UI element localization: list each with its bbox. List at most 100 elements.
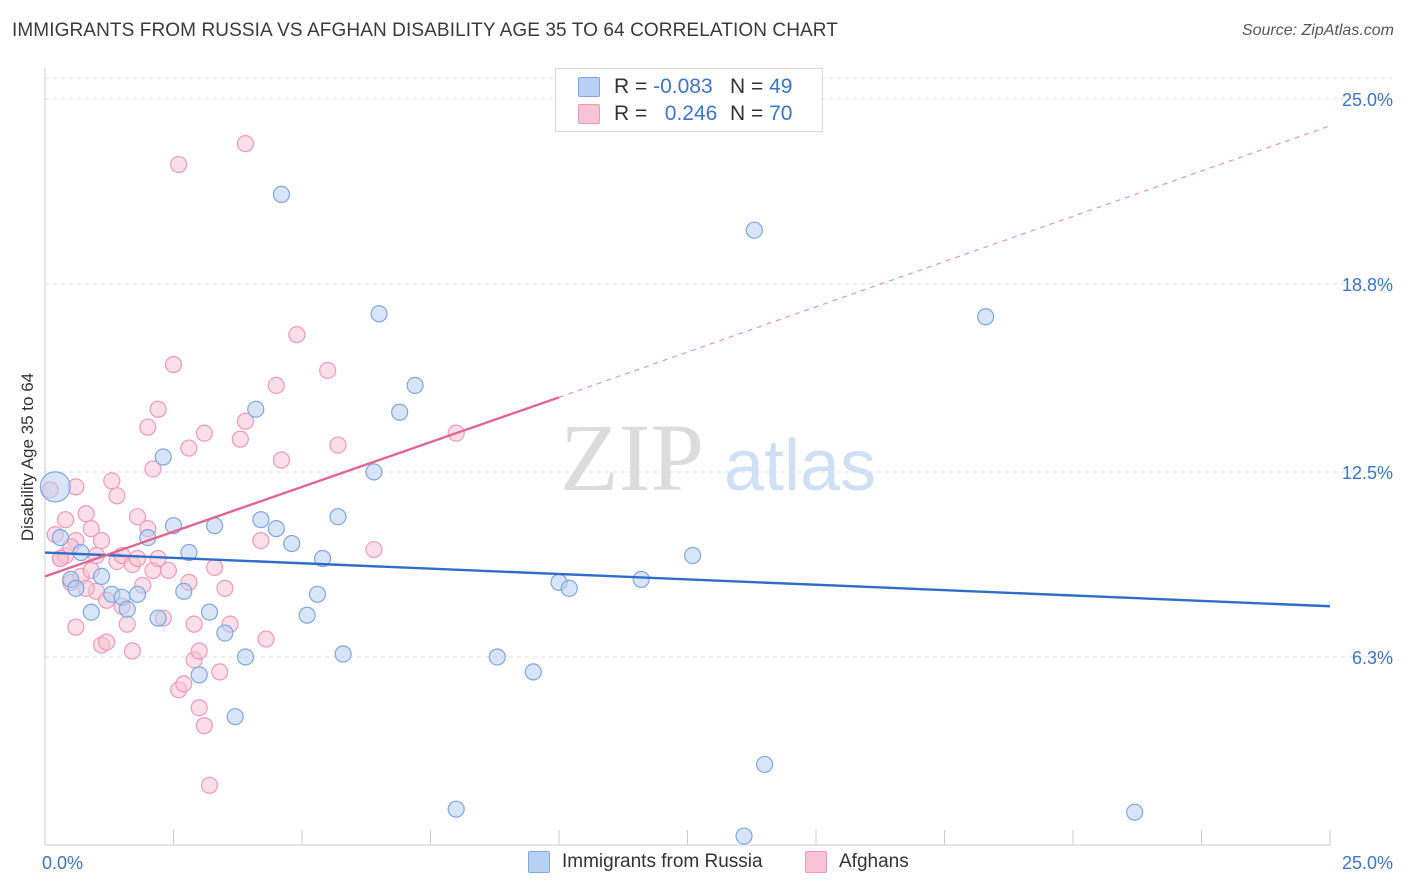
x-tick-label-1: 25.0%: [1342, 853, 1393, 873]
y-tick-label-3: 25.0%: [1342, 90, 1393, 110]
afghan-point: [118, 615, 136, 633]
afghan-n-value: 70: [769, 102, 793, 125]
afghan-n-label: N =: [730, 102, 764, 125]
russia-point: [51, 529, 70, 547]
legend-row-russia: R = -0.083 N = 49: [578, 74, 792, 100]
afghan-point: [67, 618, 85, 636]
y-tick-label-2: 18.8%: [1342, 275, 1393, 295]
russia-point: [236, 648, 255, 666]
afghan-points: [41, 135, 465, 794]
russia-point: [313, 549, 332, 568]
y-axis-label: Disability Age 35 to 64: [18, 372, 37, 542]
afghan-r-label: R =: [614, 102, 648, 125]
afghan-point: [185, 615, 203, 633]
legend-russia-label: Immigrants from Russia: [562, 851, 763, 872]
russia-point: [149, 609, 167, 627]
afghan-point: [164, 355, 183, 374]
russia-point: [298, 606, 316, 624]
russia-point: [118, 600, 136, 618]
afghan-point: [190, 699, 208, 717]
afghan-point: [236, 135, 255, 153]
russia-n-label: N =: [730, 75, 764, 98]
afghan-swatch: [578, 104, 600, 124]
afghan-point: [170, 155, 188, 174]
afghan-point: [128, 508, 147, 526]
russia-point: [977, 308, 995, 326]
correlation-legend: R = -0.083 N = 49 R = 0.246 N = 70: [555, 68, 823, 132]
russia-point: [735, 827, 753, 845]
russia-point: [252, 511, 270, 529]
afghan-trendline-extension: [558, 125, 1331, 398]
afghan-point: [98, 633, 116, 651]
afghan-point: [82, 520, 100, 538]
watermark-zip: ZIP: [560, 404, 704, 511]
afghan-point: [77, 505, 95, 523]
russia-point: [560, 579, 578, 597]
chart-title: IMMIGRANTS FROM RUSSIA VS AFGHAN DISABIL…: [12, 20, 838, 41]
russia-point: [745, 221, 763, 239]
russia-point: [180, 543, 198, 562]
afghan-point: [92, 531, 111, 550]
russia-point: [370, 305, 388, 323]
afghan-point: [272, 451, 291, 469]
afghan-point: [216, 579, 234, 597]
afghan-point: [195, 424, 213, 442]
russia-point: [272, 185, 291, 203]
tick-labels: 6.3% 12.5% 18.8% 25.0% 0.0% 25.0%: [42, 90, 1393, 873]
afghan-point: [365, 540, 383, 559]
russia-point: [82, 603, 100, 621]
legend-item-russia: Immigrants from Russia: [528, 851, 763, 873]
afghan-point: [190, 642, 208, 660]
russia-point: [267, 520, 285, 538]
russia-point: [226, 708, 244, 726]
russia-point: [200, 603, 219, 621]
afghan-point: [128, 549, 147, 568]
russia-point: [216, 624, 234, 642]
russia-point: [247, 400, 265, 418]
afghan-point: [123, 642, 141, 660]
russia-point: [128, 585, 147, 603]
russia-point: [447, 800, 465, 818]
russia-point: [175, 582, 193, 600]
afghan-point: [139, 418, 157, 436]
source-label: Source: ZipAtlas.com: [1241, 22, 1394, 39]
russia-point: [72, 543, 90, 562]
afghan-point: [103, 472, 121, 490]
afghan-point: [195, 717, 213, 735]
russia-point: [190, 666, 208, 684]
russia-point: [154, 448, 172, 466]
russia-point: [391, 403, 409, 421]
russia-point: [632, 570, 650, 588]
afghan-point: [149, 400, 167, 418]
russia-point: [39, 471, 71, 503]
afghan-point: [267, 376, 285, 394]
russia-r-value: -0.083: [653, 75, 713, 98]
afghan-point: [159, 561, 177, 580]
afghan-point: [211, 663, 229, 681]
legend-russia-swatch: [528, 851, 550, 873]
russia-n-value: 49: [769, 75, 793, 98]
russia-point: [67, 579, 85, 597]
afghan-point: [144, 460, 162, 478]
afghan-point: [180, 439, 198, 457]
afghan-point: [257, 630, 275, 648]
afghan-point: [236, 412, 255, 430]
afghan-point: [175, 675, 193, 693]
watermark-atlas: atlas: [724, 426, 876, 506]
russia-point: [365, 463, 383, 481]
afghan-point: [200, 776, 219, 794]
russia-point: [406, 376, 424, 394]
x-tick-label-0: 0.0%: [42, 853, 83, 873]
russia-point: [755, 755, 774, 774]
y-tick-label-1: 12.5%: [1342, 463, 1393, 483]
afghan-point: [329, 436, 347, 454]
russia-point: [1126, 803, 1144, 821]
afghan-point: [319, 361, 337, 380]
russia-trendline: [44, 551, 1331, 608]
legend-item-afghans: Afghans: [805, 851, 909, 873]
legend-afghan-label: Afghans: [839, 851, 909, 872]
gridlines: [45, 77, 1392, 658]
afghan-point: [206, 558, 224, 577]
russia-point: [488, 648, 506, 666]
